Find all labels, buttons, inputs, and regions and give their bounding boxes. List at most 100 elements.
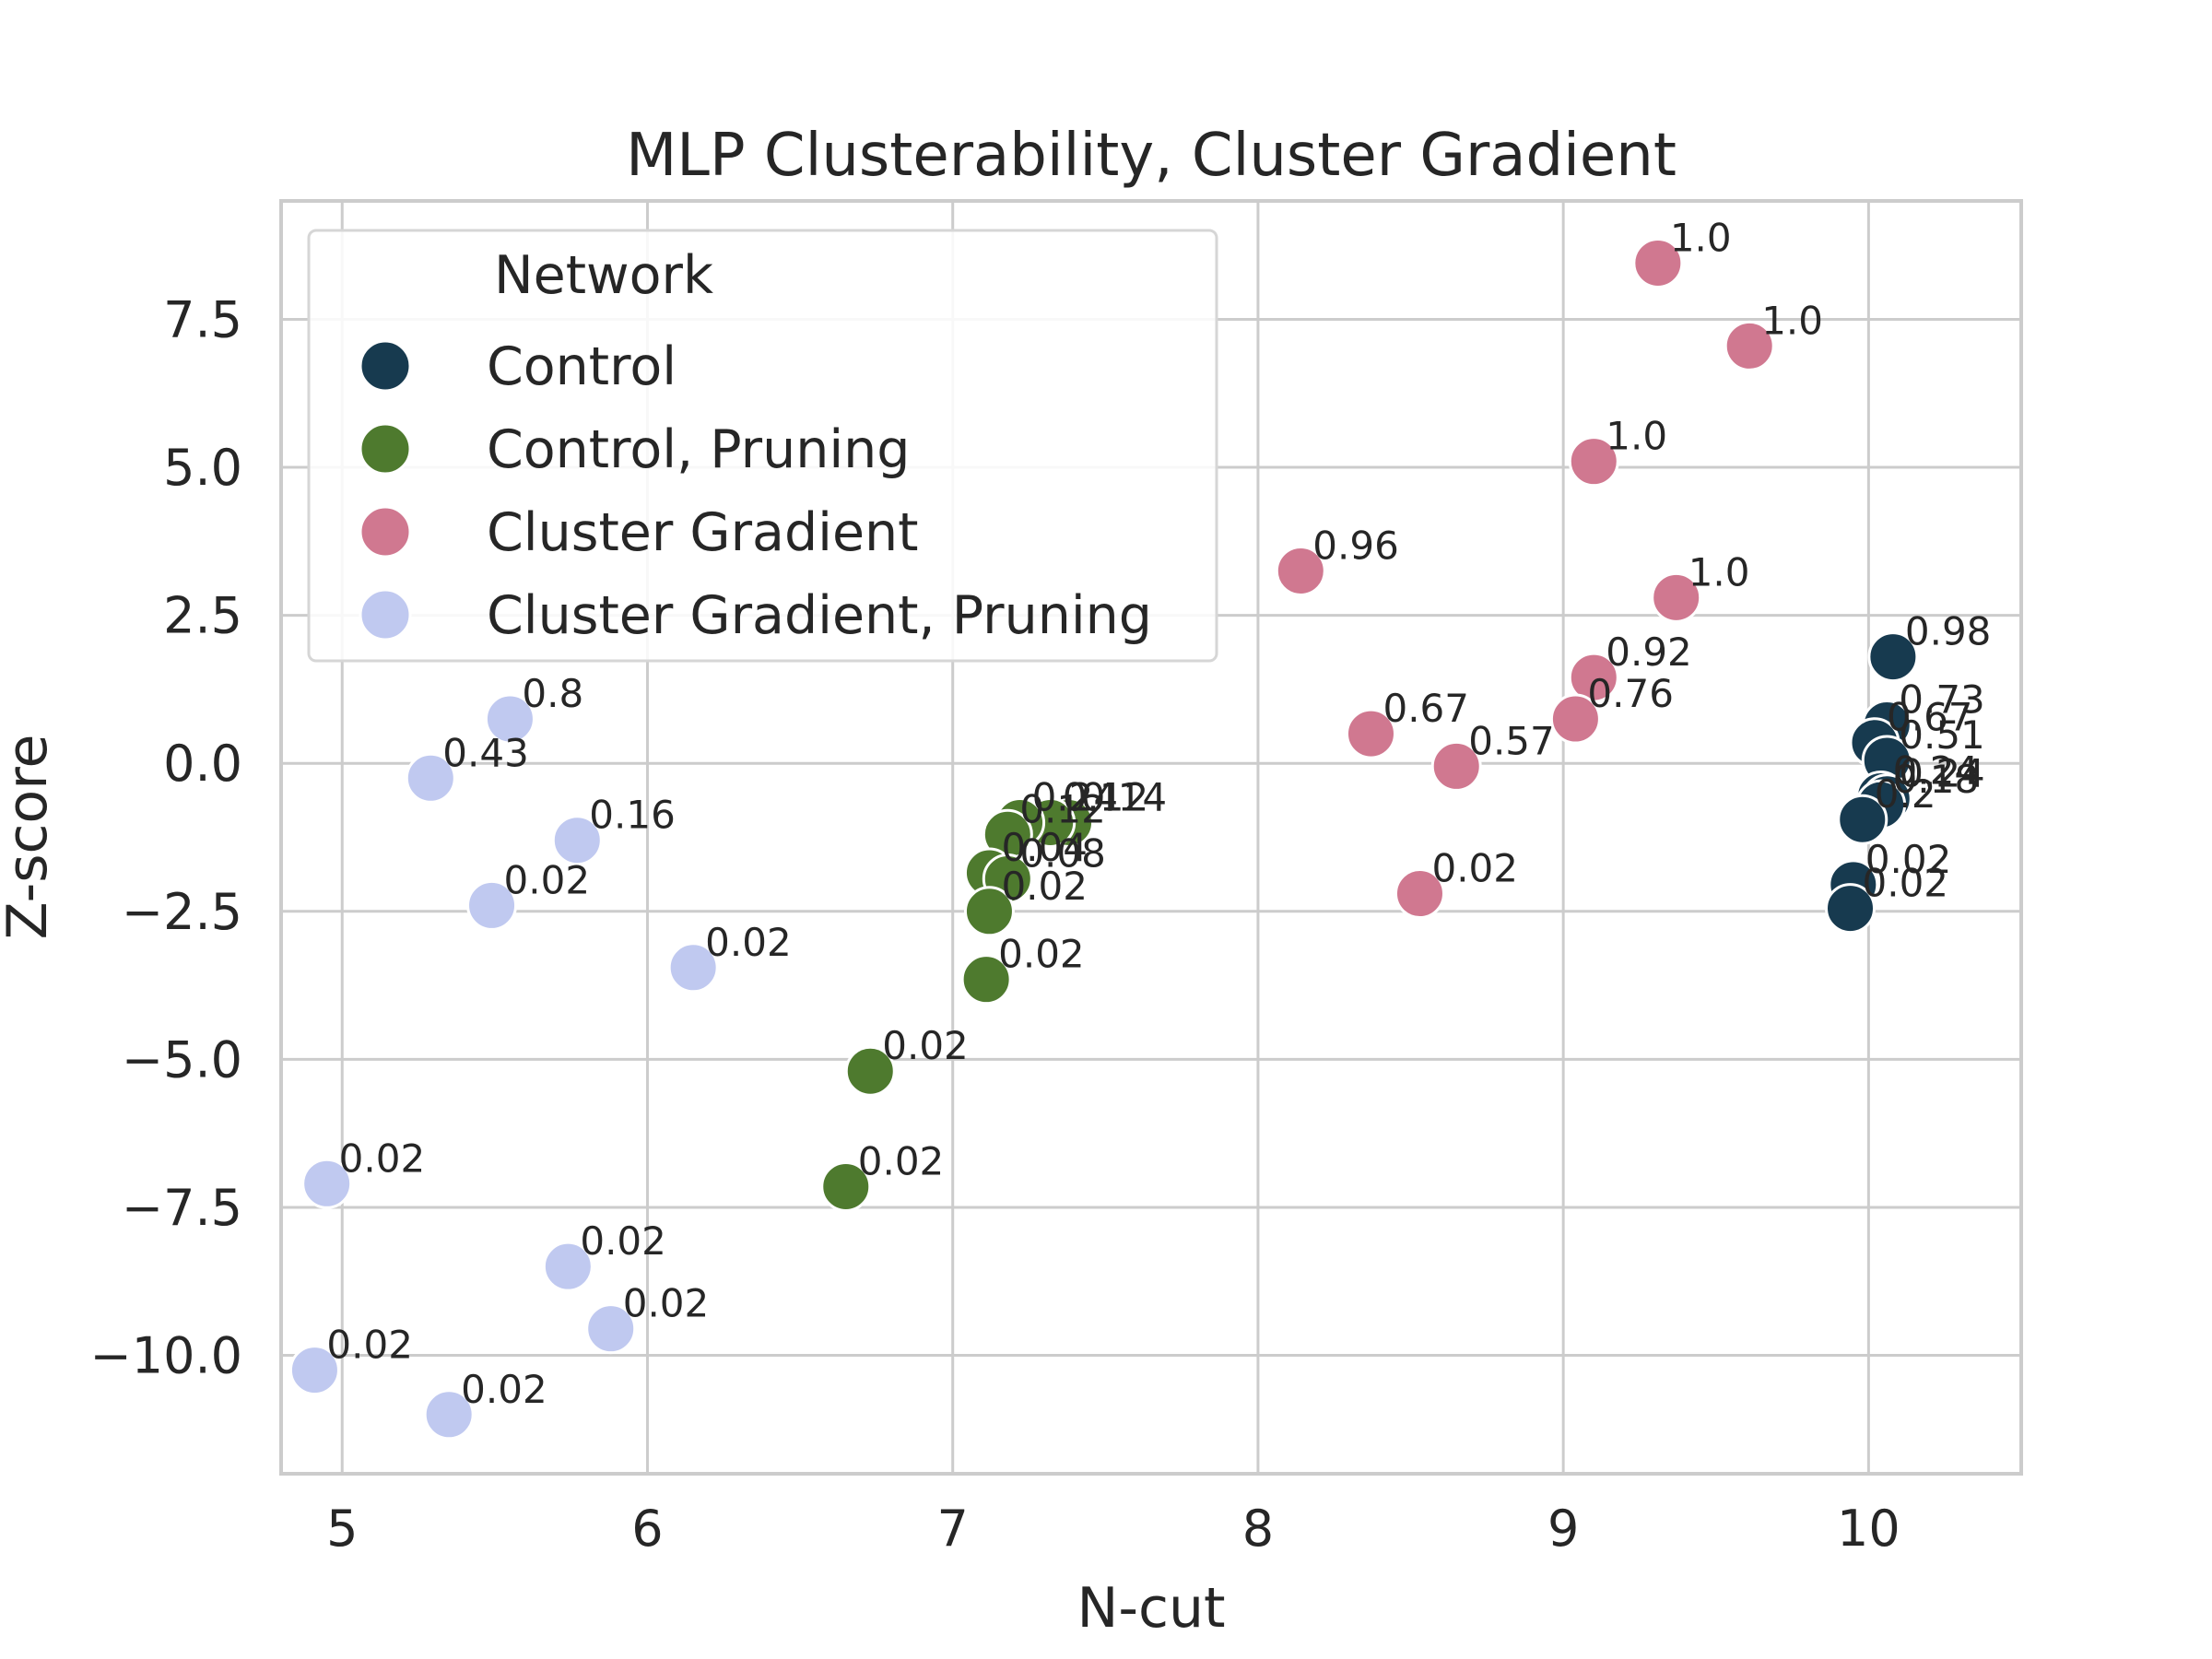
y-tick-label: −5.0 [122,1030,242,1088]
point-cluster-gradient-pruning [551,815,603,866]
data-label-cluster-gradient-pruning: 0.43 [442,730,529,775]
data-label-cluster-gradient: 0.67 [1382,686,1469,731]
legend-label-control-pruning: Control, Pruning [487,419,910,480]
point-cluster-gradient-pruning [423,1389,475,1441]
legend-marker-cluster-gradient [359,505,412,559]
data-label-control-pruning: 0.12 [1063,774,1149,819]
data-label-control: 0.51 [1899,712,1985,758]
data-label-cluster-gradient: 1.0 [1761,298,1823,343]
legend-box [307,229,1218,663]
data-label-control-pruning: 0.02 [858,1138,945,1183]
data-label-cluster-gradient: 0.76 [1587,671,1674,716]
legend-marker-cluster-gradient-pruning [359,588,412,641]
data-label-cluster-gradient-pruning: 0.02 [339,1135,426,1181]
legend-label-cluster-gradient-pruning: Cluster Gradient, Pruning [487,585,1152,646]
x-tick-label: 7 [937,1500,969,1558]
point-cluster-gradient-pruning [667,942,719,994]
legend-marker-control [359,339,412,393]
x-axis-ticks: 5 6 7 8 9 10 [326,1500,1900,1558]
data-label-cluster-gradient: 1.0 [1670,215,1732,260]
point-control-pruning [960,954,1012,1006]
x-tick-label: 6 [631,1500,663,1558]
point-cluster-gradient-pruning [405,752,456,804]
data-label-cluster-gradient-pruning: 0.02 [580,1218,666,1264]
data-label-control: 0.67 [1887,695,1973,740]
point-cluster-gradient [1568,436,1619,488]
point-cluster-gradient [1394,868,1445,920]
data-label-control: 0.2 [1875,771,1936,817]
plot-frame [279,199,2023,1476]
point-labels: 0.980.730.670.510.240.240.180.20.020.020… [326,215,1991,1411]
chart-title: MLP Clusterability, Cluster Gradient [626,122,1677,190]
data-points [288,237,1919,1441]
legend-label-control: Control [487,336,677,397]
y-tick-label: 2.5 [163,587,242,645]
y-axis-ticks: 7.5 5.0 2.5 0.0 −2.5 −5.0 −7.5 −10.0 [90,290,242,1384]
point-cluster-gradient [1430,740,1482,792]
data-label-cluster-gradient: 0.57 [1468,718,1555,763]
x-tick-label: 8 [1242,1500,1274,1558]
data-label-control-pruning: 0.02 [1001,864,1088,909]
point-cluster-gradient-pruning [466,879,518,931]
point-cluster-gradient-pruning [542,1241,594,1292]
data-label-cluster-gradient: 0.02 [1431,846,1518,891]
data-label-cluster-gradient-pruning: 0.8 [522,671,583,716]
x-tick-label: 5 [326,1500,358,1558]
data-label-cluster-gradient-pruning: 0.02 [461,1367,547,1412]
data-label-cluster-gradient: 1.0 [1688,549,1750,594]
data-label-control: 0.73 [1899,677,1985,722]
data-label-cluster-gradient-pruning: 0.02 [326,1323,413,1368]
data-label-control-pruning: 0.04 [1001,825,1088,870]
data-label-control-pruning: 0.02 [998,932,1085,977]
point-control [1867,631,1919,683]
point-cluster-gradient [1651,571,1702,623]
data-label-cluster-gradient-pruning: 0.02 [504,857,591,902]
point-cluster-gradient [1632,237,1684,288]
point-cluster-gradient-pruning [484,693,535,745]
data-label-cluster-gradient-pruning: 0.16 [589,793,676,838]
point-cluster-gradient-pruning [301,1158,353,1209]
data-label-control: 0.02 [1863,861,1949,906]
data-label-cluster-gradient: 0.92 [1606,629,1692,675]
point-control-pruning [963,886,1015,937]
legend-label-cluster-gradient: Cluster Gradient [487,502,919,563]
data-label-control: 0.24 [1893,748,1980,794]
y-tick-label: 7.5 [163,290,242,348]
x-tick-label: 10 [1837,1500,1900,1558]
point-control [1825,883,1877,935]
x-tick-label: 9 [1547,1500,1579,1558]
point-cluster-gradient [1275,545,1326,596]
y-axis-label: Z-score [0,735,60,940]
data-label-control-pruning: 0.08 [1019,830,1106,876]
y-tick-label: −2.5 [122,883,242,941]
data-label-control: 0.18 [1893,757,1980,802]
y-tick-label: −7.5 [122,1179,242,1237]
y-tick-label: 0.0 [163,735,242,793]
data-label-cluster-gradient: 0.96 [1312,523,1399,568]
data-label-control: 0.24 [1899,751,1985,796]
data-label-cluster-gradient-pruning: 0.02 [705,920,792,965]
y-tick-label: −10.0 [90,1327,242,1385]
data-label-control-pruning: 0.14 [1081,774,1168,819]
legend-marker-control-pruning [359,422,412,476]
point-cluster-gradient [1724,320,1775,371]
point-control-pruning [820,1160,872,1212]
point-cluster-gradient [1345,708,1396,759]
data-label-control: 0.98 [1905,609,1992,654]
point-cluster-gradient-pruning [585,1303,637,1355]
data-label-control-pruning: 0.02 [882,1023,969,1068]
point-cluster-gradient [1549,693,1601,745]
legend: Network Control Control, Pruning Cluster G… [307,229,1218,663]
data-label-cluster-gradient: 1.0 [1606,414,1667,459]
data-label-control-pruning: 0.12 [1019,786,1106,831]
data-label-control-pruning: 0.24 [1032,774,1119,819]
x-axis-label: N-cut [1077,1576,1225,1641]
point-cluster-gradient-pruning [288,1345,340,1396]
point-control [1837,794,1888,845]
point-control-pruning [844,1045,896,1097]
legend-title: Network [494,245,713,306]
legend-items: Control Control, Pruning Cluster Gradient C… [359,336,1152,646]
y-tick-label: 5.0 [163,439,242,497]
data-label-cluster-gradient-pruning: 0.02 [623,1281,710,1326]
